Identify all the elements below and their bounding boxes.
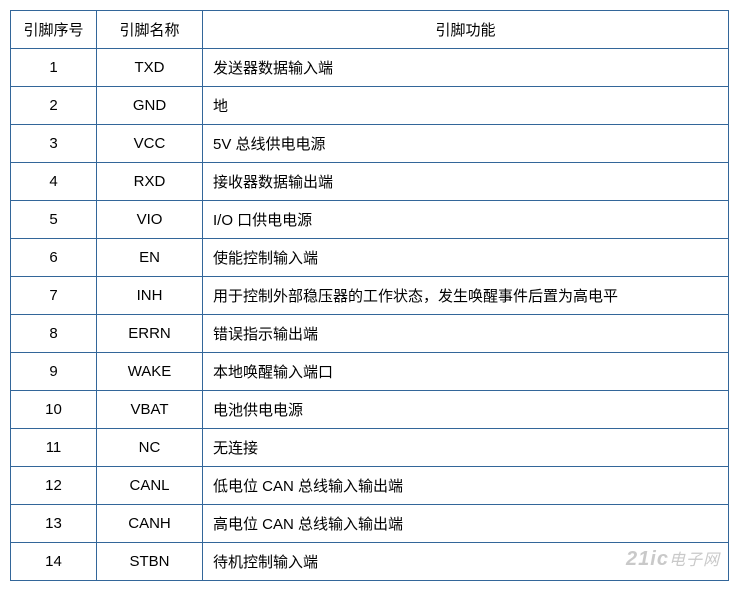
cell-pin-name: ERRN (97, 315, 203, 353)
cell-pin-number: 7 (11, 277, 97, 315)
cell-pin-number: 6 (11, 239, 97, 277)
cell-pin-name: GND (97, 87, 203, 125)
cell-pin-function: 地 (203, 87, 729, 125)
cell-pin-name: VBAT (97, 391, 203, 429)
table-row: 6EN使能控制输入端 (11, 239, 729, 277)
cell-pin-function: I/O 口供电电源 (203, 201, 729, 239)
cell-pin-function: 待机控制输入端 (203, 543, 729, 581)
cell-pin-name: RXD (97, 163, 203, 201)
table-row: 7INH用于控制外部稳压器的工作状态，发生唤醒事件后置为高电平 (11, 277, 729, 315)
cell-pin-number: 13 (11, 505, 97, 543)
header-pin-name: 引脚名称 (97, 11, 203, 49)
cell-pin-name: TXD (97, 49, 203, 87)
table-row: 14STBN待机控制输入端 (11, 543, 729, 581)
cell-pin-name: CANH (97, 505, 203, 543)
table-row: 9WAKE本地唤醒输入端口 (11, 353, 729, 391)
cell-pin-function: 接收器数据输出端 (203, 163, 729, 201)
table-row: 11NC无连接 (11, 429, 729, 467)
cell-pin-number: 8 (11, 315, 97, 353)
cell-pin-name: STBN (97, 543, 203, 581)
table-row: 2GND地 (11, 87, 729, 125)
table-row: 3VCC5V 总线供电电源 (11, 125, 729, 163)
cell-pin-function: 用于控制外部稳压器的工作状态，发生唤醒事件后置为高电平 (203, 277, 729, 315)
pin-definition-table: 引脚序号 引脚名称 引脚功能 1TXD发送器数据输入端2GND地3VCC5V 总… (10, 10, 729, 581)
cell-pin-name: NC (97, 429, 203, 467)
header-pin-number: 引脚序号 (11, 11, 97, 49)
table-row: 1TXD发送器数据输入端 (11, 49, 729, 87)
cell-pin-number: 3 (11, 125, 97, 163)
table-row: 10VBAT电池供电电源 (11, 391, 729, 429)
table-body: 1TXD发送器数据输入端2GND地3VCC5V 总线供电电源4RXD接收器数据输… (11, 49, 729, 581)
cell-pin-number: 10 (11, 391, 97, 429)
header-pin-function: 引脚功能 (203, 11, 729, 49)
cell-pin-number: 14 (11, 543, 97, 581)
cell-pin-name: INH (97, 277, 203, 315)
cell-pin-number: 11 (11, 429, 97, 467)
cell-pin-function: 电池供电电源 (203, 391, 729, 429)
cell-pin-number: 4 (11, 163, 97, 201)
cell-pin-number: 12 (11, 467, 97, 505)
table-row: 13CANH高电位 CAN 总线输入输出端 (11, 505, 729, 543)
table-row: 5VIOI/O 口供电电源 (11, 201, 729, 239)
cell-pin-function: 使能控制输入端 (203, 239, 729, 277)
cell-pin-function: 高电位 CAN 总线输入输出端 (203, 505, 729, 543)
table-row: 12CANL低电位 CAN 总线输入输出端 (11, 467, 729, 505)
cell-pin-name: VCC (97, 125, 203, 163)
cell-pin-function: 错误指示输出端 (203, 315, 729, 353)
cell-pin-name: VIO (97, 201, 203, 239)
cell-pin-number: 9 (11, 353, 97, 391)
cell-pin-function: 发送器数据输入端 (203, 49, 729, 87)
cell-pin-function: 本地唤醒输入端口 (203, 353, 729, 391)
cell-pin-number: 2 (11, 87, 97, 125)
cell-pin-name: CANL (97, 467, 203, 505)
cell-pin-number: 1 (11, 49, 97, 87)
cell-pin-function: 低电位 CAN 总线输入输出端 (203, 467, 729, 505)
table-row: 4RXD接收器数据输出端 (11, 163, 729, 201)
cell-pin-function: 无连接 (203, 429, 729, 467)
cell-pin-number: 5 (11, 201, 97, 239)
table-row: 8ERRN错误指示输出端 (11, 315, 729, 353)
cell-pin-function: 5V 总线供电电源 (203, 125, 729, 163)
table-header-row: 引脚序号 引脚名称 引脚功能 (11, 11, 729, 49)
cell-pin-name: WAKE (97, 353, 203, 391)
cell-pin-name: EN (97, 239, 203, 277)
